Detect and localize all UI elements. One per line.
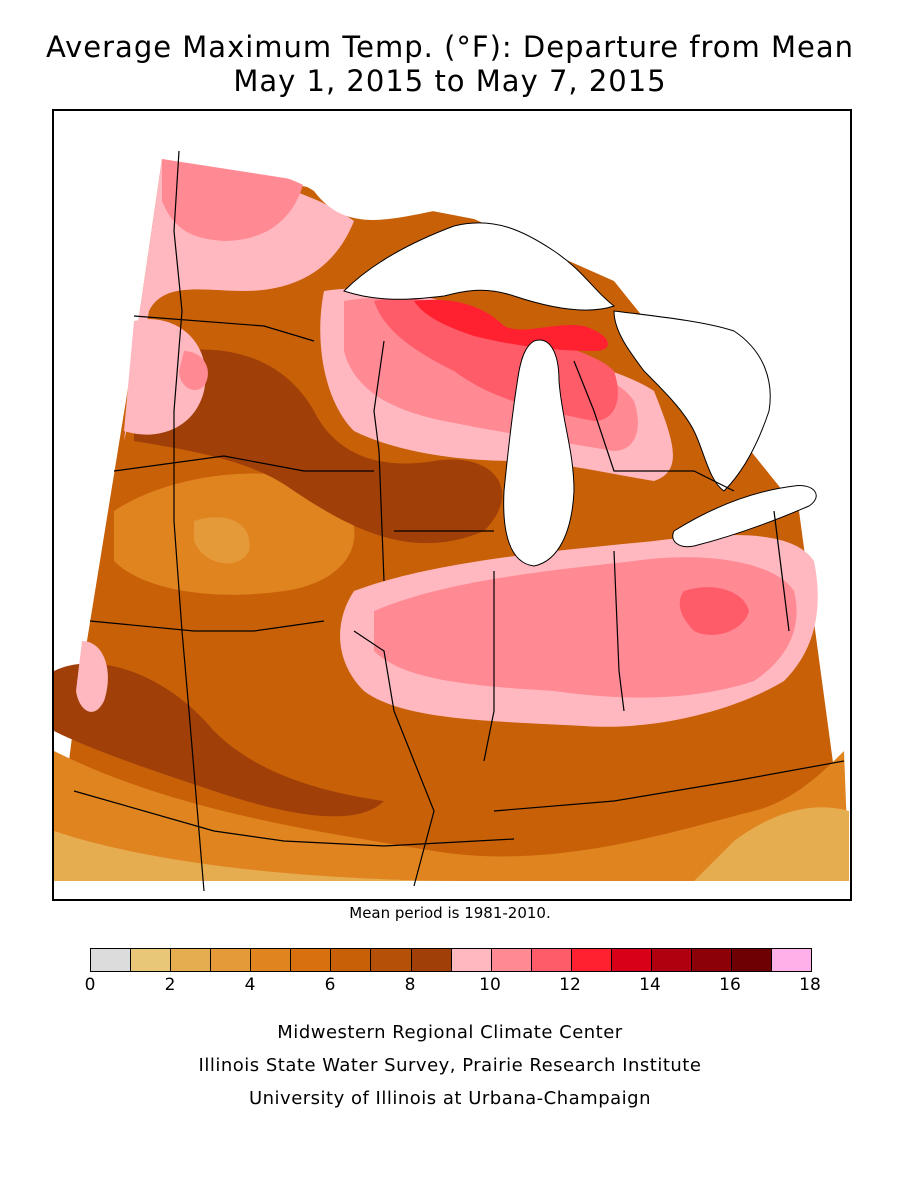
legend-swatch [251, 949, 292, 971]
zone-south-light [54, 751, 849, 881]
mean-period-note: Mean period is 1981-2010. [349, 904, 551, 922]
zone-plains-light [194, 517, 250, 564]
zone-up-core [414, 299, 608, 351]
legend-swatch [171, 949, 212, 971]
zone-west-pink [124, 319, 206, 435]
credit-survey: Illinois State Water Survey, Prairie Res… [198, 1055, 702, 1076]
map-canvas [54, 111, 850, 899]
legend-swatch [291, 949, 332, 971]
zone-west-edge-pink [76, 641, 108, 712]
legend-swatch [451, 949, 492, 971]
zone-west-pink-core [179, 351, 208, 391]
legend-swatch [131, 949, 172, 971]
map-date-range: May 1, 2015 to May 7, 2015 [233, 64, 667, 98]
map-title: Average Maximum Temp. (°F): Departure fr… [45, 30, 855, 64]
departure-map [52, 109, 852, 901]
legend-tick-label: 0 [84, 975, 96, 995]
legend-tick-label: 16 [719, 975, 741, 995]
legend-tick-label: 18 [799, 975, 821, 995]
state-boundaries [73, 150, 845, 892]
legend-swatch [211, 949, 252, 971]
legend-tick-label: 6 [324, 975, 336, 995]
color-legend [90, 948, 812, 972]
zone-dark-north [134, 349, 503, 544]
legend-swatch [571, 949, 612, 971]
lake-michigan [503, 339, 575, 567]
lake-huron [613, 310, 771, 492]
legend-swatch [531, 949, 572, 971]
legend-swatch [732, 949, 773, 971]
zone-dark-west [54, 663, 384, 817]
zone-south-east [694, 807, 849, 881]
canada-north [154, 111, 850, 371]
legend-swatch [651, 949, 692, 971]
legend-tick-label: 12 [559, 975, 581, 995]
lake-superior [343, 222, 616, 311]
legend-swatch [611, 949, 652, 971]
legend-tick-label: 8 [404, 975, 416, 995]
zone-north-pink-2 [162, 159, 304, 241]
legend-tick-label: 4 [244, 975, 256, 995]
credit-university: University of Illinois at Urbana-Champai… [248, 1088, 652, 1109]
legend-swatch [772, 949, 812, 971]
legend-tick-label: 10 [479, 975, 501, 995]
legend-swatch [91, 949, 132, 971]
legend-tick-label: 2 [164, 975, 176, 995]
lake-erie [672, 485, 817, 548]
legend-swatch [371, 949, 412, 971]
legend-swatch [331, 949, 372, 971]
legend-swatch [691, 949, 732, 971]
zone-north-pink [124, 159, 354, 441]
legend-tick-label: 14 [639, 975, 661, 995]
zone-south-lightest [54, 831, 474, 881]
zone-ohio-red [679, 587, 749, 635]
credit-center: Midwestern Regional Climate Center [277, 1022, 623, 1043]
legend-swatch [411, 949, 452, 971]
legend-swatch [491, 949, 532, 971]
